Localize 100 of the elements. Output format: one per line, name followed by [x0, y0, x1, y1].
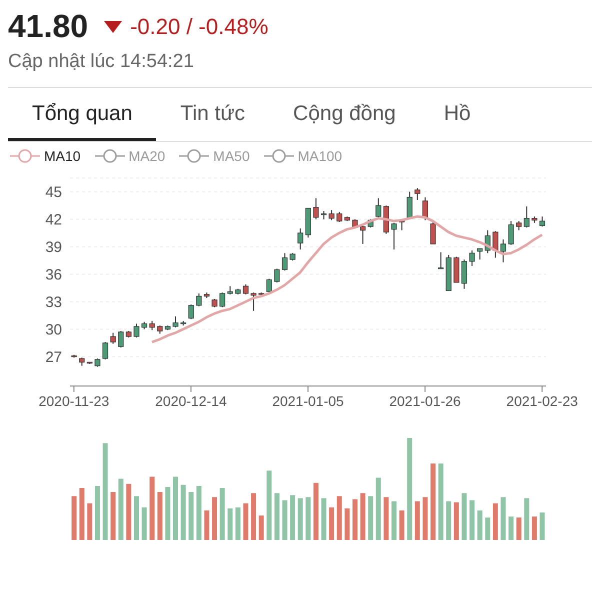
bar	[540, 512, 545, 540]
bar	[72, 496, 77, 540]
bar	[188, 492, 194, 540]
candlestick	[149, 320, 155, 331]
chart-title: 41.80	[8, 8, 88, 45]
candlestick	[524, 206, 530, 228]
bar	[336, 496, 342, 540]
bar	[454, 502, 459, 540]
x-tick-label: 2021-01-05	[272, 393, 344, 409]
bar	[196, 486, 202, 540]
bar	[485, 518, 490, 540]
y-tick-label: 33	[45, 294, 62, 312]
candlestick	[118, 330, 124, 348]
bar	[118, 478, 124, 540]
candlestick	[196, 292, 202, 307]
bar	[500, 497, 506, 540]
candlestick	[266, 278, 272, 294]
x-tick-label: 2020-12-14	[155, 393, 227, 409]
bar	[228, 508, 233, 540]
bar	[94, 486, 100, 540]
bar	[220, 488, 225, 540]
bar	[235, 507, 240, 540]
candlestick	[391, 222, 397, 250]
bar	[290, 495, 296, 540]
candlestick	[102, 342, 108, 360]
text: MA100	[298, 148, 342, 164]
candlestick	[516, 220, 522, 231]
text: Hồ	[442, 101, 472, 127]
bar	[532, 516, 537, 540]
candlestick	[376, 198, 382, 218]
text: Tin tức	[179, 101, 246, 127]
bar	[446, 501, 452, 540]
y-tick-label: 42	[45, 212, 62, 229]
bar	[251, 493, 256, 540]
text: Cộng đồng	[292, 101, 397, 127]
candlestick	[406, 191, 412, 220]
bar	[516, 518, 522, 540]
bar	[110, 492, 116, 540]
x-tick-label: 2021-01-26	[389, 393, 462, 409]
y-tick-label: 27	[45, 349, 62, 366]
bar	[422, 497, 428, 540]
candlestick	[469, 250, 475, 266]
text: MA50	[213, 148, 250, 164]
candlestick	[220, 292, 226, 308]
bar	[258, 516, 264, 540]
candlestick	[313, 198, 319, 220]
text: Cập nhật lúc 14:54:21	[8, 51, 195, 73]
bar	[360, 493, 366, 540]
x-tick-label: 2020-11-23	[38, 393, 110, 409]
candlestick	[438, 252, 444, 270]
candlestick	[172, 316, 178, 328]
bar	[399, 510, 404, 540]
candlestick	[500, 238, 506, 263]
bar	[391, 501, 396, 540]
y-tick-label: 45	[45, 184, 62, 202]
bar	[344, 508, 350, 540]
y-tick-label: 39	[45, 239, 62, 256]
candlestick	[110, 332, 116, 344]
bar	[243, 503, 248, 540]
bar	[165, 486, 170, 540]
candlestick	[274, 268, 280, 283]
bar	[462, 493, 467, 540]
bar	[87, 503, 92, 540]
bar	[180, 484, 186, 540]
candlestick	[336, 211, 342, 222]
chart-subtitle: -0.20 / -0.48%	[130, 14, 268, 40]
bar	[524, 498, 530, 540]
candlestick	[242, 284, 249, 295]
bar	[477, 510, 482, 540]
bar	[352, 499, 358, 540]
bar	[282, 500, 288, 540]
bar	[134, 496, 139, 540]
bar	[298, 498, 303, 540]
candlestick	[430, 220, 436, 244]
y-tick-label: 30	[45, 322, 62, 339]
text: MA20	[128, 148, 166, 164]
bar	[492, 503, 498, 540]
bar	[79, 488, 84, 540]
bar	[266, 470, 272, 540]
bar	[274, 493, 280, 540]
bar	[321, 498, 326, 540]
bar	[368, 496, 374, 540]
x-tick-label: 2021-02-23	[506, 393, 578, 409]
legend-label: MA10	[44, 148, 81, 164]
bar	[126, 484, 132, 540]
bar	[157, 492, 162, 540]
candlestick	[477, 248, 483, 260]
bar	[470, 500, 475, 540]
bar	[407, 438, 412, 540]
candlestick	[282, 252, 288, 272]
candlestick	[250, 292, 256, 312]
bar	[173, 476, 178, 540]
candlestick	[328, 210, 334, 221]
candlestick	[422, 196, 428, 221]
bar	[204, 510, 210, 540]
bar	[142, 507, 147, 540]
y-tick-label: 36	[45, 266, 62, 284]
bar	[102, 443, 108, 540]
candlestick	[414, 188, 420, 200]
candlestick	[508, 220, 514, 246]
